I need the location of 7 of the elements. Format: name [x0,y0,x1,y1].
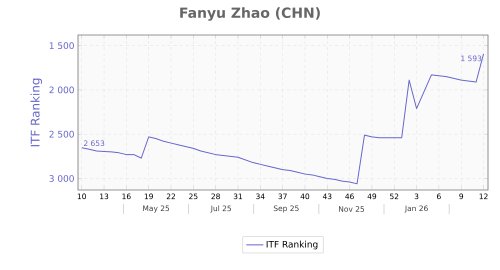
y-tick-label: 1 500 [50,42,74,50]
y-tick-label: 2 500 [49,130,74,138]
y-tick-label: 2 000 [49,86,74,94]
y-tick-label: 3 000 [50,175,74,182]
chart-title: Fanyu Zhao (CHN) [180,7,320,21]
y-axis-title: ITF Ranking [30,78,42,146]
legend-label: ITF Ranking [266,240,318,250]
